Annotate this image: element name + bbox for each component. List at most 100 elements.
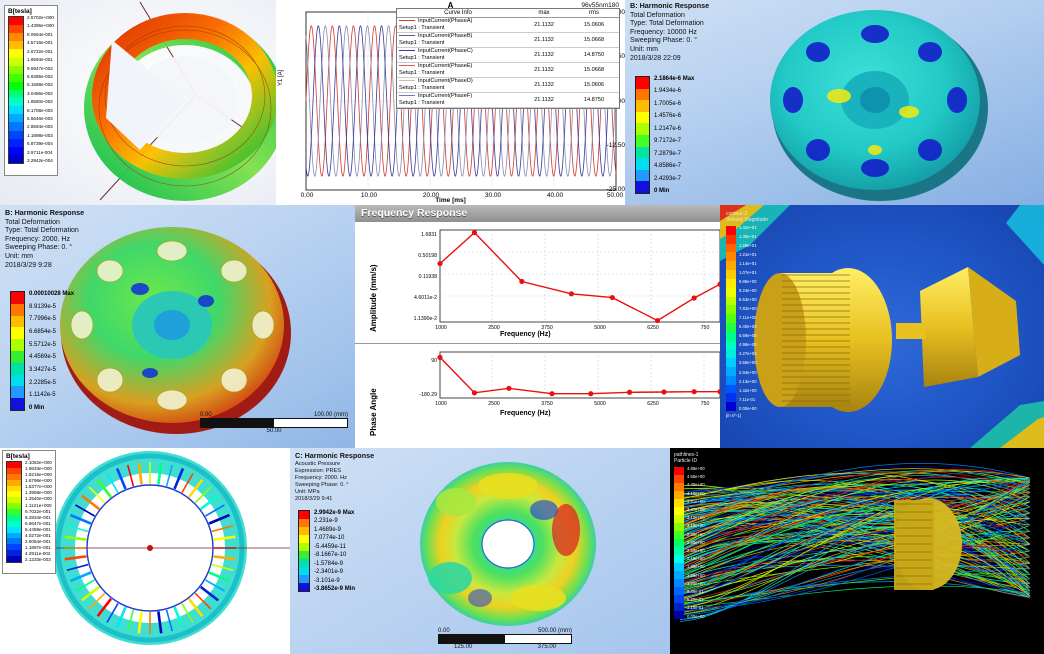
scale-max: 500.00 (mm): [537, 628, 572, 634]
legend-value-2: 8.0654e-001: [27, 31, 53, 37]
x-tick-4: 40.00: [546, 192, 564, 199]
legend-value-2: 1.8215e+000: [25, 472, 52, 478]
pathline: [679, 462, 1031, 521]
legend-color-3: [7, 479, 21, 486]
rotor-yellow-highlights: [827, 89, 919, 155]
curve-rms: 14.8750: [569, 92, 619, 108]
legend-value-16: 2.84e+00: [739, 369, 757, 375]
legend-value-4: 1.2147e-6: [654, 125, 682, 132]
scale-min: 0.00: [200, 412, 212, 418]
legend-color-4: [726, 261, 736, 271]
flux-density-legend-2: B[tesla] 2.1052e+000 1.9633e+000 1.8215e+0…: [2, 450, 56, 574]
curve-info-table: Curve Info max rms InputCurrent(PhaseA) S…: [396, 8, 620, 109]
velocity-magnitude-legend: contour-2 Velocity Magnitude 1.42e+01 1.3…: [726, 211, 768, 426]
scale-mid: 375.00: [537, 644, 556, 650]
legend-value-0: 4.86e+00: [687, 466, 705, 471]
legend-value-5: 1.6594e-001: [27, 57, 53, 63]
legend-color-12: [9, 114, 23, 123]
ph-xtick-2: 3750: [541, 401, 553, 407]
legend-value-15: 6.8739e-004: [27, 141, 53, 147]
amplitude-gridlines: [440, 230, 720, 322]
legend-color-3: [636, 111, 649, 124]
curveinfo-header-name: Curve Info: [397, 9, 519, 18]
legend-value-15: 9.40e-01: [687, 589, 704, 595]
deformation-legend-2000: 0.00010028 Max 8.9139e-5 7.7996e-5 6.6854e-…: [10, 291, 74, 411]
cfd-geometry-view: [720, 205, 1044, 448]
panel4-header: B: Harmonic Response Total Deformation Typ…: [5, 208, 84, 270]
pathline: [679, 484, 1031, 548]
legend-color-1: [11, 303, 24, 316]
frequency-response-titlebar[interactable]: Frequency Response: [355, 205, 720, 223]
stator-tooth: [157, 462, 163, 485]
curve-rms: 14.8750: [569, 47, 619, 63]
panel8-header: C: Harmonic Response Acoustic Pressure Exp…: [295, 452, 374, 503]
legend-value-6: 9.5947e-002: [27, 65, 53, 71]
legend-color-1: [674, 475, 684, 483]
legend-value-8: 2.4293e-7: [654, 175, 682, 182]
legend-color-11: [674, 555, 684, 563]
legend-value-11: 2.18e+00: [687, 556, 705, 562]
legend-value-6: 3.12e+00: [687, 515, 705, 521]
stator-tooth: [211, 563, 234, 572]
legend-color-10: [674, 547, 684, 555]
amplitude-point: [654, 317, 661, 324]
legend-color-0: [299, 511, 309, 519]
amplitude-plot: [437, 229, 720, 324]
legend-color-3: [11, 327, 24, 340]
finned-rotor: [754, 268, 892, 412]
legend-color-7: [299, 567, 309, 575]
curve-info-row: InputCurrent(PhaseD) Setup1 : Transient 21…: [397, 77, 619, 93]
phase-point: [471, 390, 478, 396]
pathline: [679, 507, 1031, 575]
legend-color-4: [7, 485, 21, 492]
legend-value-11: 5.4459e-001: [25, 526, 51, 532]
pathline: [679, 475, 1031, 542]
scale-left: 125.00: [454, 644, 473, 650]
legend-color-0: [726, 226, 736, 235]
stator-tooth: [96, 597, 113, 618]
stator-tooth: [137, 462, 143, 485]
pathline: [679, 540, 1031, 597]
rotor-holes: [783, 25, 967, 177]
phase-point: [661, 389, 667, 395]
stator-tooth: [137, 611, 143, 634]
legend-color-10: [7, 520, 21, 527]
stator-tooth: [106, 603, 119, 623]
stator-tooth: [64, 535, 87, 541]
legend-value-5: 9.7172e-7: [654, 138, 682, 145]
x-tick-1: 10.00: [360, 192, 378, 199]
legend-value-4: 3.81e+00: [687, 498, 705, 504]
legend-value-9: 0 Min: [29, 404, 45, 411]
legend-value-1: 1.9633e+000: [25, 466, 52, 472]
pathline: [679, 502, 1031, 594]
legend-value-0: 0.00010028 Max: [29, 291, 75, 297]
maxwell-3d-view: [84, 1, 276, 201]
x-axis-title: Time [ms]: [435, 197, 466, 204]
amplitude-point: [691, 295, 697, 301]
curve-info-row: InputCurrent(PhaseB) Setup1 : Transient 21…: [397, 32, 619, 48]
amplitude-series: [439, 231, 720, 322]
frequency-response-title: Frequency Response: [361, 207, 468, 219]
legend-color-19: [726, 393, 736, 403]
curve-setup: Setup1 : Transient: [399, 25, 445, 31]
legend-color-9: [674, 539, 684, 547]
legend-color-16: [9, 146, 23, 155]
ph-xtick-1: 2500: [488, 401, 500, 407]
legend-color-7: [7, 503, 21, 509]
rotor-deformation-3d-2000: [60, 227, 291, 434]
legend-value-6: -1.5784e-9: [314, 560, 344, 567]
stator-tooth: [157, 611, 163, 634]
pathline: [679, 562, 1031, 616]
stator-tooth: [126, 464, 135, 487]
curve-rms: 15.0668: [569, 62, 619, 78]
legend-color-18: [726, 384, 736, 394]
panel-harmonic-response-10000hz: B: Harmonic Response Total Deformation Typ…: [625, 0, 1044, 205]
legend-color-18: [674, 611, 684, 619]
legend-color-17: [726, 375, 736, 385]
legend-value-12: 5.5646e-003: [27, 116, 53, 122]
curve-rms: 15.0668: [569, 32, 619, 48]
legend-color-0: [636, 77, 649, 89]
stator-tooth: [96, 478, 113, 499]
legend-color-2: [7, 473, 21, 480]
stator-tooth: [173, 606, 185, 628]
